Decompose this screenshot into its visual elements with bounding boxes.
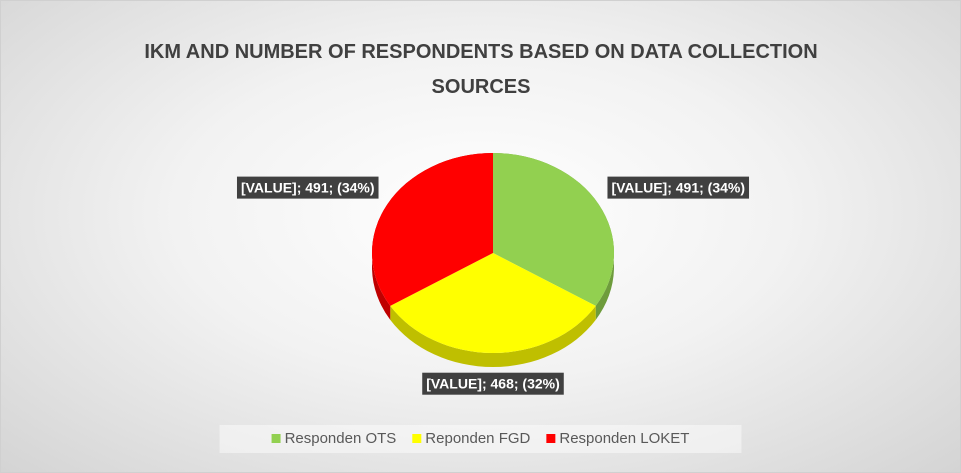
legend-label: Responden LOKET xyxy=(559,430,689,447)
pie-tops xyxy=(372,152,614,353)
data-label-group: [VALUE]; 491; (34%) xyxy=(607,176,750,199)
legend-box xyxy=(219,425,742,453)
legend-swatch xyxy=(412,434,422,443)
data-label-box xyxy=(236,176,379,199)
legend-swatch xyxy=(271,434,281,443)
pie-slice xyxy=(372,152,493,306)
legend-label: Reponden FGD xyxy=(425,430,530,447)
data-label: [VALUE]; 491; (34%) xyxy=(611,180,745,196)
data-label-box xyxy=(607,176,750,199)
data-label: [VALUE]; 491; (34%) xyxy=(241,180,375,196)
data-label: [VALUE]; 468; (32%) xyxy=(426,376,560,392)
pie-side xyxy=(390,305,596,367)
legend: Responden OTS Reponden FGD Responden LOKET xyxy=(219,425,742,453)
data-label-group: [VALUE]; 491; (34%) xyxy=(236,176,379,199)
chart-title: IKM AND NUMBER OF RESPONDENTS BASED ON D… xyxy=(144,41,818,98)
legend-label: Responden OTS xyxy=(285,430,397,447)
pie-slice xyxy=(493,153,614,306)
data-label-group: [VALUE]; 468; (32%) xyxy=(422,372,564,395)
legend-swatch xyxy=(546,434,556,443)
pie-slice xyxy=(390,253,596,353)
data-label-box xyxy=(422,372,564,395)
